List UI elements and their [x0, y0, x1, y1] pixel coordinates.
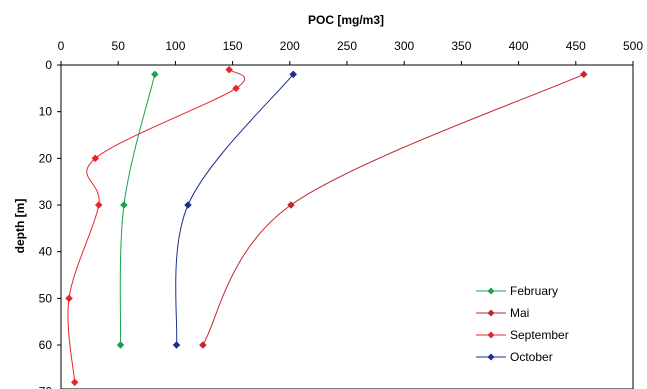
data-point [116, 341, 125, 349]
x-tick-label: 50 [112, 39, 126, 53]
series-september [65, 65, 246, 387]
legend-item: September [476, 328, 569, 342]
series-mai [199, 70, 588, 349]
legend-marker [487, 331, 495, 339]
data-point [184, 201, 192, 209]
data-point [287, 201, 295, 209]
y-tick-label: 70 [39, 385, 53, 389]
y-tick-label: 30 [39, 198, 53, 212]
legend-label: Mai [510, 306, 529, 320]
series-line [202, 73, 585, 346]
legend-label: October [510, 350, 553, 364]
data-point [120, 201, 128, 209]
series-february [116, 70, 159, 349]
legend-item: October [476, 350, 553, 364]
x-tick-label: 350 [451, 39, 471, 53]
x-tick-label: 0 [58, 39, 65, 53]
x-tick-label: 150 [223, 39, 243, 53]
x-tick-label: 100 [165, 39, 185, 53]
data-point [150, 70, 159, 79]
x-tick-label: 400 [509, 39, 529, 53]
legend-label: September [510, 328, 569, 342]
y-axis-title: depth [m] [13, 199, 27, 254]
series-line [67, 69, 246, 383]
y-tick-label: 10 [39, 105, 53, 119]
x-tick-label: 300 [394, 39, 414, 53]
y-tick-label: 20 [39, 151, 53, 165]
legend-marker [487, 309, 495, 317]
data-point [225, 65, 234, 74]
legend-label: February [510, 284, 558, 298]
y-tick-label: 40 [39, 245, 53, 259]
y-tick-label: 0 [45, 58, 52, 72]
plot-area-frame [60, 64, 634, 389]
y-tick-label: 50 [39, 291, 53, 305]
data-point [65, 294, 73, 303]
x-axis-ticks: 0 50 100 150 200 250 300 350 400 450 500 [58, 39, 643, 65]
data-point [579, 70, 588, 79]
x-tick-label: 450 [566, 39, 586, 53]
legend-item: Mai [476, 306, 529, 320]
data-point [232, 84, 240, 93]
x-tick-label: 500 [623, 39, 643, 53]
x-tick-label: 200 [280, 39, 300, 53]
data-point [94, 201, 103, 209]
data-point [91, 154, 100, 163]
x-tick-label: 250 [337, 39, 357, 53]
data-point [70, 378, 79, 387]
data-point [199, 341, 207, 349]
x-axis-title: POC [mg/m3] [308, 13, 384, 27]
y-axis-ticks: 0 10 20 30 40 50 60 70 [39, 58, 61, 389]
legend: February Mai September October [476, 284, 569, 364]
data-point [289, 70, 298, 79]
y-tick-label: 60 [39, 338, 53, 352]
data-point [172, 341, 181, 349]
series-layer [65, 65, 588, 387]
legend-marker [487, 353, 495, 361]
series-line [119, 74, 156, 346]
series-line [175, 74, 294, 346]
legend-item: February [476, 284, 558, 298]
series-october [172, 70, 298, 349]
legend-marker [487, 287, 495, 295]
